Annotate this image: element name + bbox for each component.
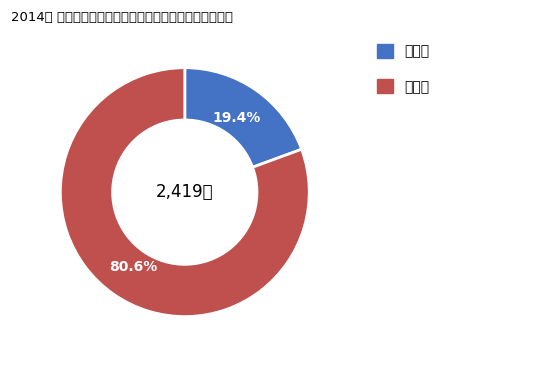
Legend: 小売業, 卸売業: 小売業, 卸売業 <box>376 44 430 94</box>
Wedge shape <box>185 68 302 167</box>
Wedge shape <box>60 68 309 317</box>
Text: 80.6%: 80.6% <box>109 259 157 274</box>
Text: 2014年 商業の従業者数にしめる卸売業と小売業のシェア: 2014年 商業の従業者数にしめる卸売業と小売業のシェア <box>11 11 233 24</box>
Text: 19.4%: 19.4% <box>213 111 261 125</box>
Text: 2,419人: 2,419人 <box>156 183 213 201</box>
